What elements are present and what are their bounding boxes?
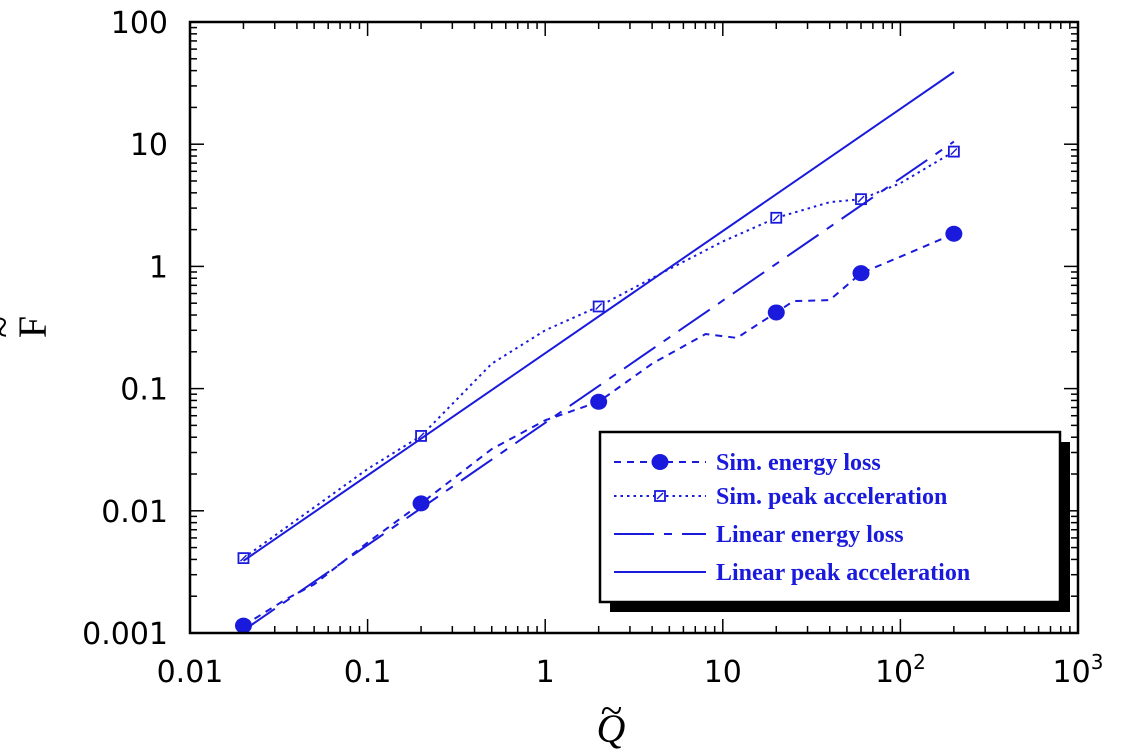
legend: Sim. energy loss Sim. peak acceleration Li… bbox=[598, 430, 1070, 612]
series-sim-peak-acceleration bbox=[237, 145, 960, 565]
legend-entry: Linear energy loss bbox=[614, 522, 904, 548]
series-layer bbox=[234, 71, 963, 634]
x-tick-label: 0.01 bbox=[157, 655, 224, 690]
data-point bbox=[654, 490, 666, 502]
series-sim-energy-loss bbox=[234, 225, 963, 634]
x-tick-label: 102 bbox=[875, 650, 926, 690]
legend-label: Linear peak acceleration bbox=[716, 560, 970, 586]
data-point bbox=[852, 265, 870, 282]
y-tick-label: 0.01 bbox=[101, 495, 168, 530]
data-point bbox=[592, 300, 605, 313]
data-point bbox=[947, 145, 960, 158]
y-tick-label: 1 bbox=[149, 250, 168, 285]
legend-entry: Sim. peak acceleration bbox=[614, 484, 947, 510]
y-tick-label: 0.1 bbox=[120, 373, 168, 408]
x-tick-label: 0.1 bbox=[344, 655, 392, 690]
series-line bbox=[242, 140, 955, 632]
series-linear-peak-acceleration bbox=[242, 71, 955, 562]
series-linear-energy-loss bbox=[242, 140, 955, 632]
legend-entries: Sim. energy loss Sim. peak acceleration Li… bbox=[614, 450, 970, 586]
x-tick-label: 10 bbox=[704, 655, 742, 690]
y-tick-label: 10 bbox=[130, 128, 168, 163]
plot-frame bbox=[188, 20, 1080, 635]
data-point bbox=[412, 495, 430, 512]
data-point bbox=[945, 225, 963, 242]
x-axis-title: ~ Q bbox=[597, 688, 626, 751]
series-line bbox=[242, 71, 955, 562]
legend-label: Sim. peak acceleration bbox=[716, 484, 947, 510]
legend-entry: Linear peak acceleration bbox=[614, 560, 970, 586]
data-point bbox=[770, 211, 783, 224]
data-point bbox=[234, 617, 252, 634]
x-axis-title-text: Q bbox=[597, 706, 626, 751]
x-tick-label: 1 bbox=[536, 655, 555, 690]
x-tick-label: 103 bbox=[1053, 650, 1104, 690]
y-tick-label: 0.001 bbox=[82, 617, 168, 652]
y-axis-title-text: F bbox=[10, 316, 55, 338]
y-axis-title-tilde: ~ bbox=[0, 316, 25, 338]
data-point bbox=[590, 393, 608, 410]
legend-label: Linear energy loss bbox=[716, 522, 904, 548]
data-point bbox=[767, 304, 785, 321]
y-axis-title: F ~ bbox=[0, 316, 55, 338]
x-axis-title-tilde: ~ bbox=[600, 688, 622, 733]
legend-entry: Sim. energy loss bbox=[614, 450, 881, 476]
legend-label: Sim. energy loss bbox=[716, 450, 881, 476]
y-tick-label: 100 bbox=[111, 6, 168, 41]
legend-box bbox=[598, 430, 1062, 604]
data-point bbox=[651, 454, 669, 470]
data-point bbox=[855, 193, 867, 206]
